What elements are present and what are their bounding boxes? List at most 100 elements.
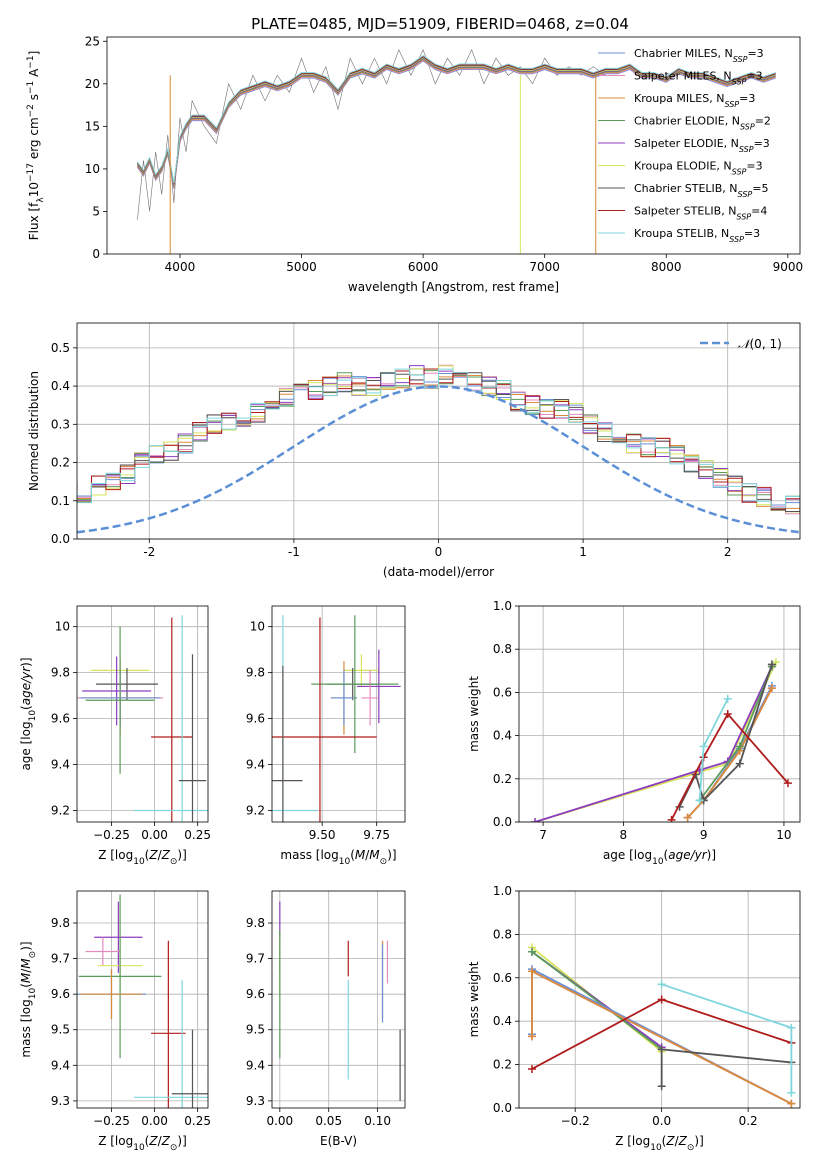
x-tick-label: 0.25 <box>184 1114 211 1128</box>
x-tick-label: 0 <box>435 545 443 559</box>
y-tick-label: 9.8 <box>246 666 265 680</box>
weight-line <box>670 712 789 821</box>
x-tick-label: 0.2 <box>739 1114 758 1128</box>
axes-frame <box>518 605 801 823</box>
y-tick-label: 10 <box>250 620 265 634</box>
y-tick-label: 0.5 <box>51 341 70 355</box>
x-tick-label: 8 <box>620 828 628 842</box>
legend-entry: 𝒩(0, 1) <box>738 337 782 351</box>
y-tick-label: 0.4 <box>51 379 70 393</box>
x-tick-label: 8000 <box>651 260 682 274</box>
x-axis-label: age [log10(age/yr)] <box>603 848 716 867</box>
legend-entry: Chabrier MILES, NSSP=3 <box>634 47 764 64</box>
y-tick-label: 15 <box>85 119 100 133</box>
y-tick-label: 0.6 <box>493 971 512 985</box>
x-tick-label: 0.10 <box>364 1114 391 1128</box>
x-tick-label: 9.75 <box>363 828 390 842</box>
y-tick-label: 0.2 <box>493 1058 512 1072</box>
y-tick-label: 10 <box>55 620 70 634</box>
axes-frame <box>106 36 801 255</box>
y-tick-label: 0.1 <box>51 494 70 508</box>
weight-marker <box>787 1023 796 1032</box>
y-tick-label: 0.3 <box>51 417 70 431</box>
weight-marker <box>695 796 704 805</box>
figure-title: PLATE=0485, MJD=51909, FIBERID=0468, z=0… <box>251 15 629 33</box>
model-spectrum-line <box>136 59 776 189</box>
weight-marker <box>527 1032 536 1041</box>
weight-line <box>534 666 773 822</box>
y-tick-label: 0.0 <box>493 815 512 829</box>
weight-line <box>686 687 773 819</box>
x-tick-label: 4000 <box>165 260 196 274</box>
y-tick-label: 9.6 <box>246 987 265 1001</box>
x-tick-label: 0.00 <box>266 1114 293 1128</box>
y-tick-label: 9.2 <box>51 804 70 818</box>
y-tick-label: 9.3 <box>246 1094 265 1108</box>
plot-area <box>527 943 796 1108</box>
model-spectrum-line <box>136 55 776 184</box>
x-tick-label: -2 <box>143 545 155 559</box>
residual-histogram <box>77 364 800 515</box>
y-tick-label: 9.2 <box>246 804 265 818</box>
axes-residuals: -2 -1 0 1 2 0.0 0.1 0.2 0.3 0.4 0.5 (data-model)/er… <box>27 322 801 579</box>
weight-marker <box>683 813 692 822</box>
legend-entry: Chabrier ELODIE, NSSP=2 <box>634 115 771 132</box>
weight-marker <box>527 947 536 956</box>
weight-marker <box>767 660 776 669</box>
legend-entry: Chabrier STELIB, NSSP=5 <box>634 182 768 199</box>
weight-line <box>531 951 663 1051</box>
weight-line <box>534 661 777 822</box>
gridlines <box>77 891 208 1108</box>
weight-marker <box>723 710 732 718</box>
x-tick-label: −0.2 <box>561 1114 590 1128</box>
y-tick-label: 9.5 <box>246 1023 265 1037</box>
axes-frame <box>271 890 406 1109</box>
axes-weight_vs_age: 7 8 9 10 0.0 0.2 0.4 0.6 0.8 1.0 age [log10(age/yr… <box>467 599 801 867</box>
x-axis-label: mass [log10(M/M⊙)] <box>280 848 396 867</box>
legend-entry: Kroupa MILES, NSSP=3 <box>634 92 755 109</box>
y-axis-label: age [log10(age/yr)] <box>19 657 38 770</box>
y-tick-label: 0.2 <box>51 456 70 470</box>
y-tick-label: 0.0 <box>493 1101 512 1115</box>
y-tick-label: 9.8 <box>51 916 70 930</box>
residual-histogram <box>77 368 800 509</box>
plot-area <box>136 48 776 254</box>
legend-entry: Salpeter MILES, NSSP=3 <box>634 70 763 87</box>
y-tick-label: 0.0 <box>51 532 70 546</box>
x-axis-label: E(B-V) <box>320 1134 357 1148</box>
x-tick-label: 7000 <box>529 260 560 274</box>
residual-histogram <box>77 368 800 512</box>
y-tick-label: 9.7 <box>246 952 265 966</box>
y-tick-label: 9.6 <box>51 712 70 726</box>
y-tick-label: 20 <box>85 77 100 91</box>
x-axis-label: (data-model)/error <box>383 565 494 579</box>
x-axis-label: Z [log10(Z/Z⊙)] <box>98 848 187 867</box>
x-tick-label: 7 <box>539 828 547 842</box>
plot-area <box>77 364 800 534</box>
weight-marker <box>527 967 536 976</box>
weight-marker <box>787 1099 796 1108</box>
weight-line <box>661 983 793 1093</box>
weight-marker <box>657 995 666 1004</box>
y-tick-label: 9.4 <box>246 758 265 772</box>
y-tick-label: 1.0 <box>493 884 512 898</box>
plot-area <box>531 658 792 822</box>
y-tick-label: 9.8 <box>246 916 265 930</box>
model-spectrum-line <box>136 58 776 187</box>
y-tick-label: 9.6 <box>246 712 265 726</box>
gridlines <box>272 606 405 822</box>
y-tick-label: 9.3 <box>51 1094 70 1108</box>
x-axis-label: wavelength [Angstrom, rest frame] <box>348 280 559 294</box>
x-tick-label: 5000 <box>286 260 317 274</box>
y-axis-label: mass weight <box>467 676 481 752</box>
x-axis-label: Z [log10(Z/Z⊙)] <box>98 1134 187 1153</box>
gridlines <box>77 606 208 822</box>
plot-area <box>279 901 401 1101</box>
x-tick-label: 9000 <box>773 260 804 274</box>
model-spectrum-line <box>136 59 776 188</box>
residual-histogram <box>77 372 800 513</box>
x-tick-label: 2 <box>724 545 732 559</box>
normal-curve <box>77 385 800 534</box>
y-tick-label: 5 <box>92 204 100 218</box>
weight-marker <box>657 1082 666 1091</box>
